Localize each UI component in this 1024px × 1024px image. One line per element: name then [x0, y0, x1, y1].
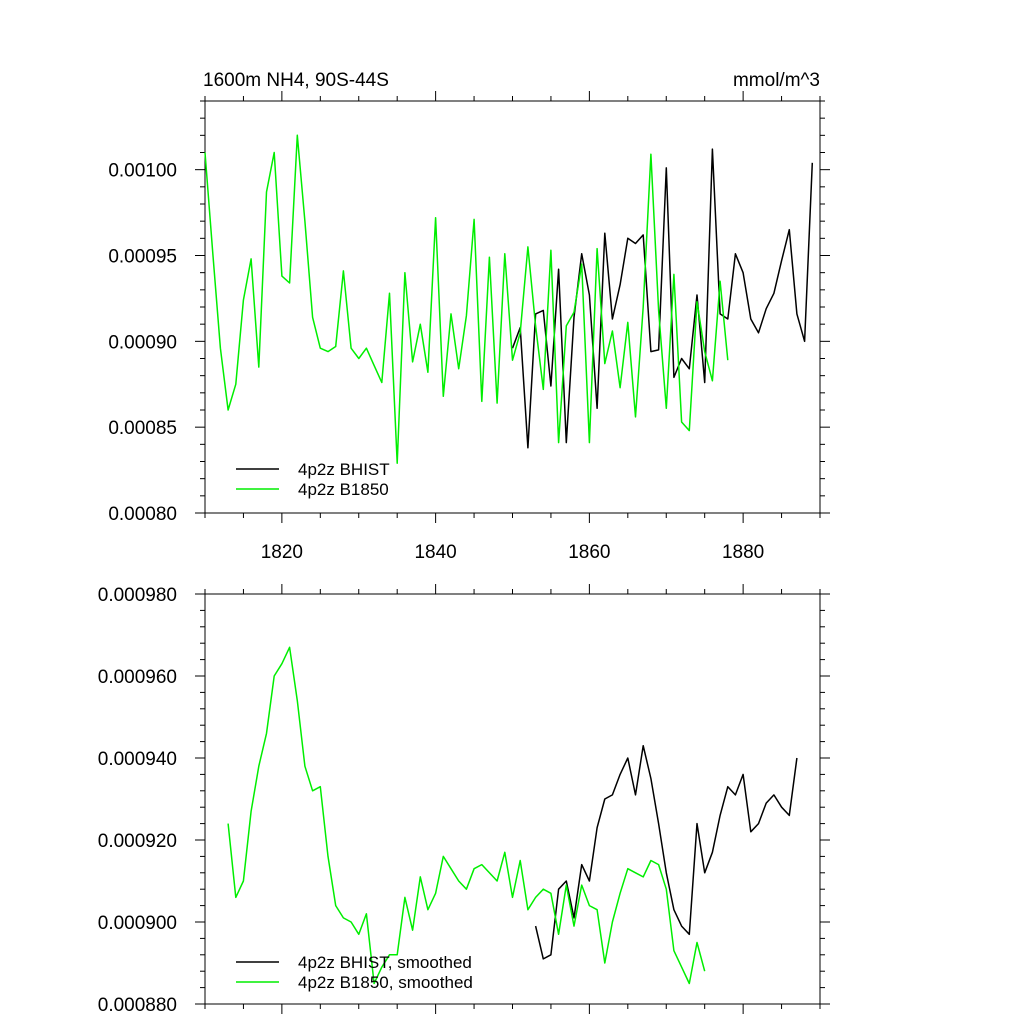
- legend-label-b1850: 4p2z B1850: [298, 480, 389, 499]
- top-series-lines: [204, 134, 814, 464]
- top-panel-units: mmol/m^3: [733, 70, 820, 91]
- top-y-tick-label: 0.00085: [108, 418, 177, 439]
- bottom-axis-ticks: 0.000880 0.000900 0.000920 0.000940 0.000960…: [98, 584, 830, 1016]
- bottom-series-line-1: [227, 646, 706, 985]
- top-x-tick-label: 1860: [568, 542, 610, 563]
- top-y-tick-label: 0.00080: [108, 504, 177, 525]
- bottom-series-line-0: [534, 744, 798, 960]
- legend-label-bhist-smoothed: 4p2z BHIST, smoothed: [298, 953, 472, 972]
- top-series-line-0: [511, 148, 814, 449]
- legend-label-bhist: 4p2z BHIST: [298, 460, 390, 479]
- legend-label-b1850-smoothed: 4p2z B1850, smoothed: [298, 973, 473, 992]
- top-legend: 4p2z BHIST 4p2z B1850: [236, 460, 390, 499]
- top-axis-ticks: 1820 1840 1860 1880 0.00080 0.00085 0.00090 0.0…: [108, 91, 830, 563]
- top-panel-title: 1600m NH4, 90S-44S: [203, 70, 389, 91]
- bottom-y-tick-label: 0.000900: [98, 913, 177, 934]
- bottom-legend: 4p2z BHIST, smoothed 4p2z B1850, smoothe…: [236, 953, 473, 992]
- bottom-y-tick-label: 0.000920: [98, 831, 177, 852]
- bottom-y-tick-label: 0.000940: [98, 749, 177, 770]
- top-x-tick-label: 1840: [414, 542, 456, 563]
- top-y-tick-label: 0.00095: [108, 247, 177, 268]
- top-x-tick-label: 1820: [261, 542, 303, 563]
- top-panel: 1600m NH4, 90S-44S mmol/m^3 1820 1840 1860…: [108, 70, 830, 563]
- bottom-panel: 0.000880 0.000900 0.000920 0.000940 0.000960…: [98, 584, 830, 1016]
- top-y-tick-label: 0.00100: [108, 161, 177, 182]
- bottom-y-tick-label: 0.000980: [98, 585, 177, 606]
- bottom-series-lines: [227, 646, 798, 985]
- bottom-y-tick-label: 0.000880: [98, 995, 177, 1016]
- bottom-y-tick-label: 0.000960: [98, 667, 177, 688]
- top-x-tick-label: 1880: [722, 542, 764, 563]
- top-y-tick-label: 0.00090: [108, 332, 177, 353]
- top-series-line-1: [204, 134, 729, 464]
